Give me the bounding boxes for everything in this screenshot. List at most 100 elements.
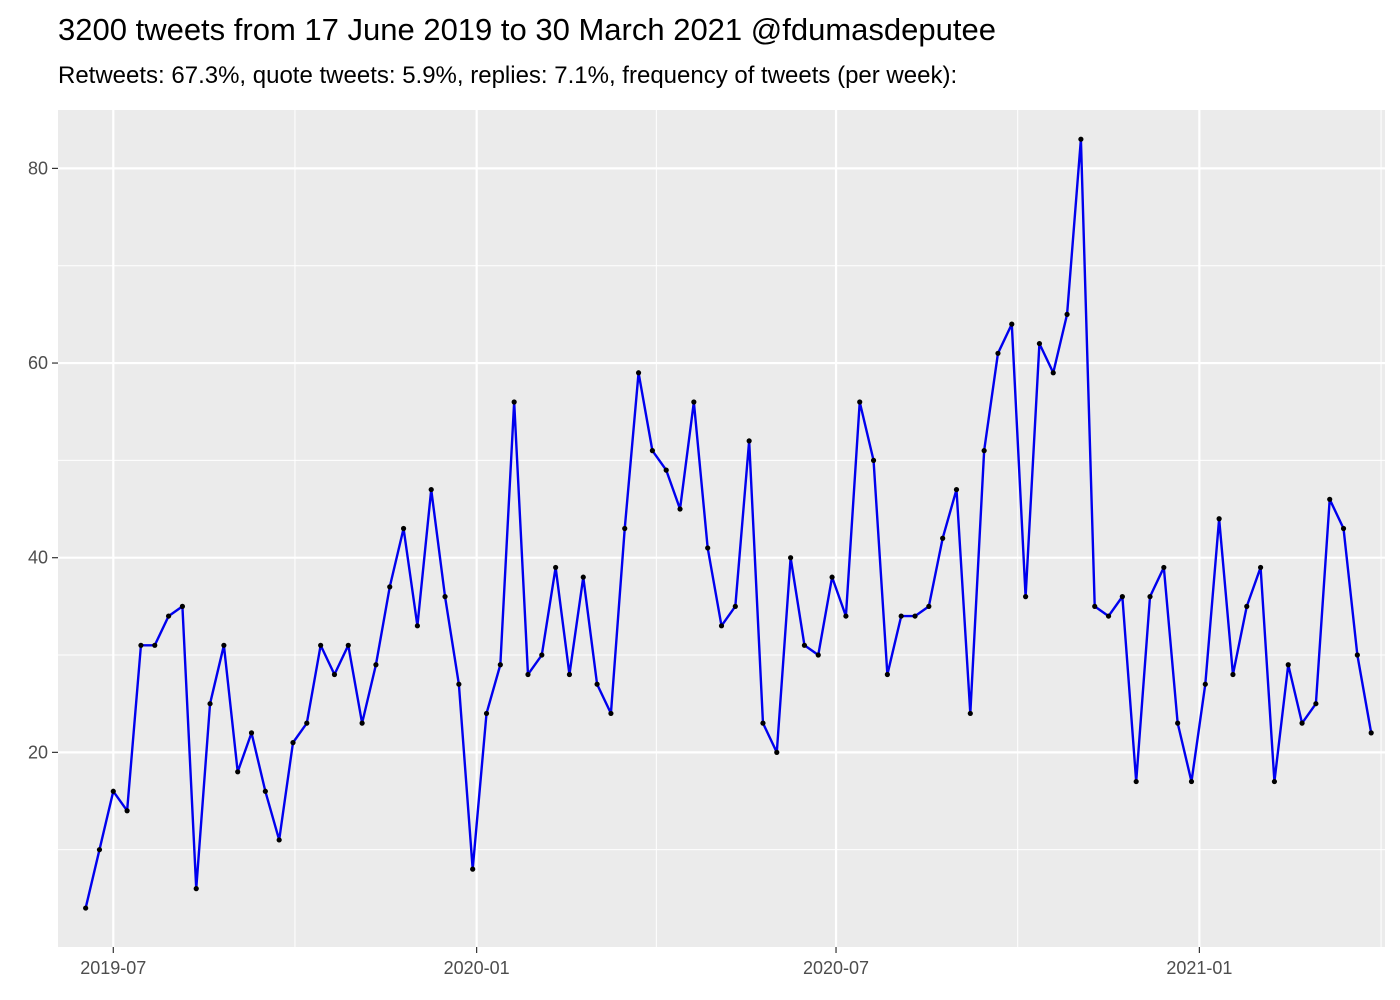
y-tick-label: 80 [28,158,48,178]
data-point [649,448,655,454]
data-point [179,603,186,609]
data-point [857,399,863,405]
data-point [622,525,628,532]
data-point [815,652,821,658]
data-point [566,671,573,678]
minor-gridlines [58,110,1385,947]
data-point [691,399,697,405]
x-tick-label: 2021-01 [1166,958,1232,978]
data-point [290,740,296,746]
axis-tick-labels: 20 40 60 80 2019-07 2020-01 2020-07 2021-01 [28,158,1232,978]
data-point [995,350,1001,356]
data-point [677,506,683,512]
data-point [428,486,434,493]
data-point [1064,311,1070,317]
data-point [345,642,351,648]
data-point [553,564,559,571]
data-point [594,681,600,687]
data-point [331,671,338,678]
data-point [1092,603,1098,609]
data-point [138,642,144,648]
data-point [1257,564,1264,571]
data-point [608,710,614,717]
data-point [1188,778,1195,785]
data-point [221,642,227,648]
data-point [1147,594,1153,600]
data-point [1202,681,1208,687]
data-point [829,574,835,580]
data-point [663,467,669,473]
data-point [442,594,448,600]
data-point [414,623,420,629]
data-point [774,749,780,755]
data-point [456,681,462,687]
data-point [1299,720,1305,726]
data-point [1119,594,1125,600]
data-point [165,613,172,619]
data-point [870,457,877,463]
data-point [470,866,476,872]
data-point [898,613,904,619]
data-point [525,671,531,678]
data-point [705,545,711,551]
x-tick-label: 2020-07 [803,958,869,978]
series-line [84,137,1373,909]
data-point [1050,370,1056,376]
data-point [760,720,766,726]
data-point [718,623,725,629]
x-tick-label: 2020-01 [444,958,510,978]
data-point [1271,778,1278,785]
data-point [304,720,310,726]
data-point [483,710,490,717]
data-point [1078,136,1084,142]
data-point [96,847,103,853]
data-point [843,613,849,619]
data-point [110,788,116,794]
data-point [788,555,794,561]
data-point [1105,613,1112,619]
data-point [400,525,407,532]
data-point [152,642,158,648]
data-point [1230,671,1236,678]
data-point [373,662,379,668]
data-point [511,399,517,405]
data-point [1161,564,1167,571]
data-point [1216,516,1222,522]
axis-ticks [52,167,1200,953]
data-point [497,662,503,668]
x-tick-label: 2019-07 [80,958,146,978]
data-point [1175,720,1181,726]
data-point [193,886,199,892]
data-point [1023,594,1029,600]
data-point [1036,340,1043,347]
data-point [580,574,586,580]
major-gridlines [58,110,1385,947]
data-point [1009,321,1015,327]
data-point [124,808,130,814]
chart-subtitle: Retweets: 67.3%, quote tweets: 5.9%, rep… [58,62,958,89]
data-point [1368,730,1374,736]
data-point [1354,652,1360,658]
data-point [318,642,324,648]
data-point [801,642,808,648]
data-point [539,652,545,658]
data-point [1133,778,1139,785]
chart-title: 3200 tweets from 17 June 2019 to 30 Marc… [58,12,996,47]
data-point [732,603,738,609]
data-point [262,788,268,794]
data-point [912,613,918,619]
data-point [953,486,960,493]
data-point [1340,525,1347,532]
data-point [235,769,241,775]
data-point [276,837,282,843]
data-point [981,448,987,454]
series-line-group [84,137,1373,909]
data-point [635,370,642,376]
data-point [1285,662,1291,668]
y-tick-label: 60 [28,353,48,373]
data-point [207,701,213,707]
data-point [967,710,973,717]
plot-panel [58,110,1385,947]
data-point [1313,701,1319,707]
